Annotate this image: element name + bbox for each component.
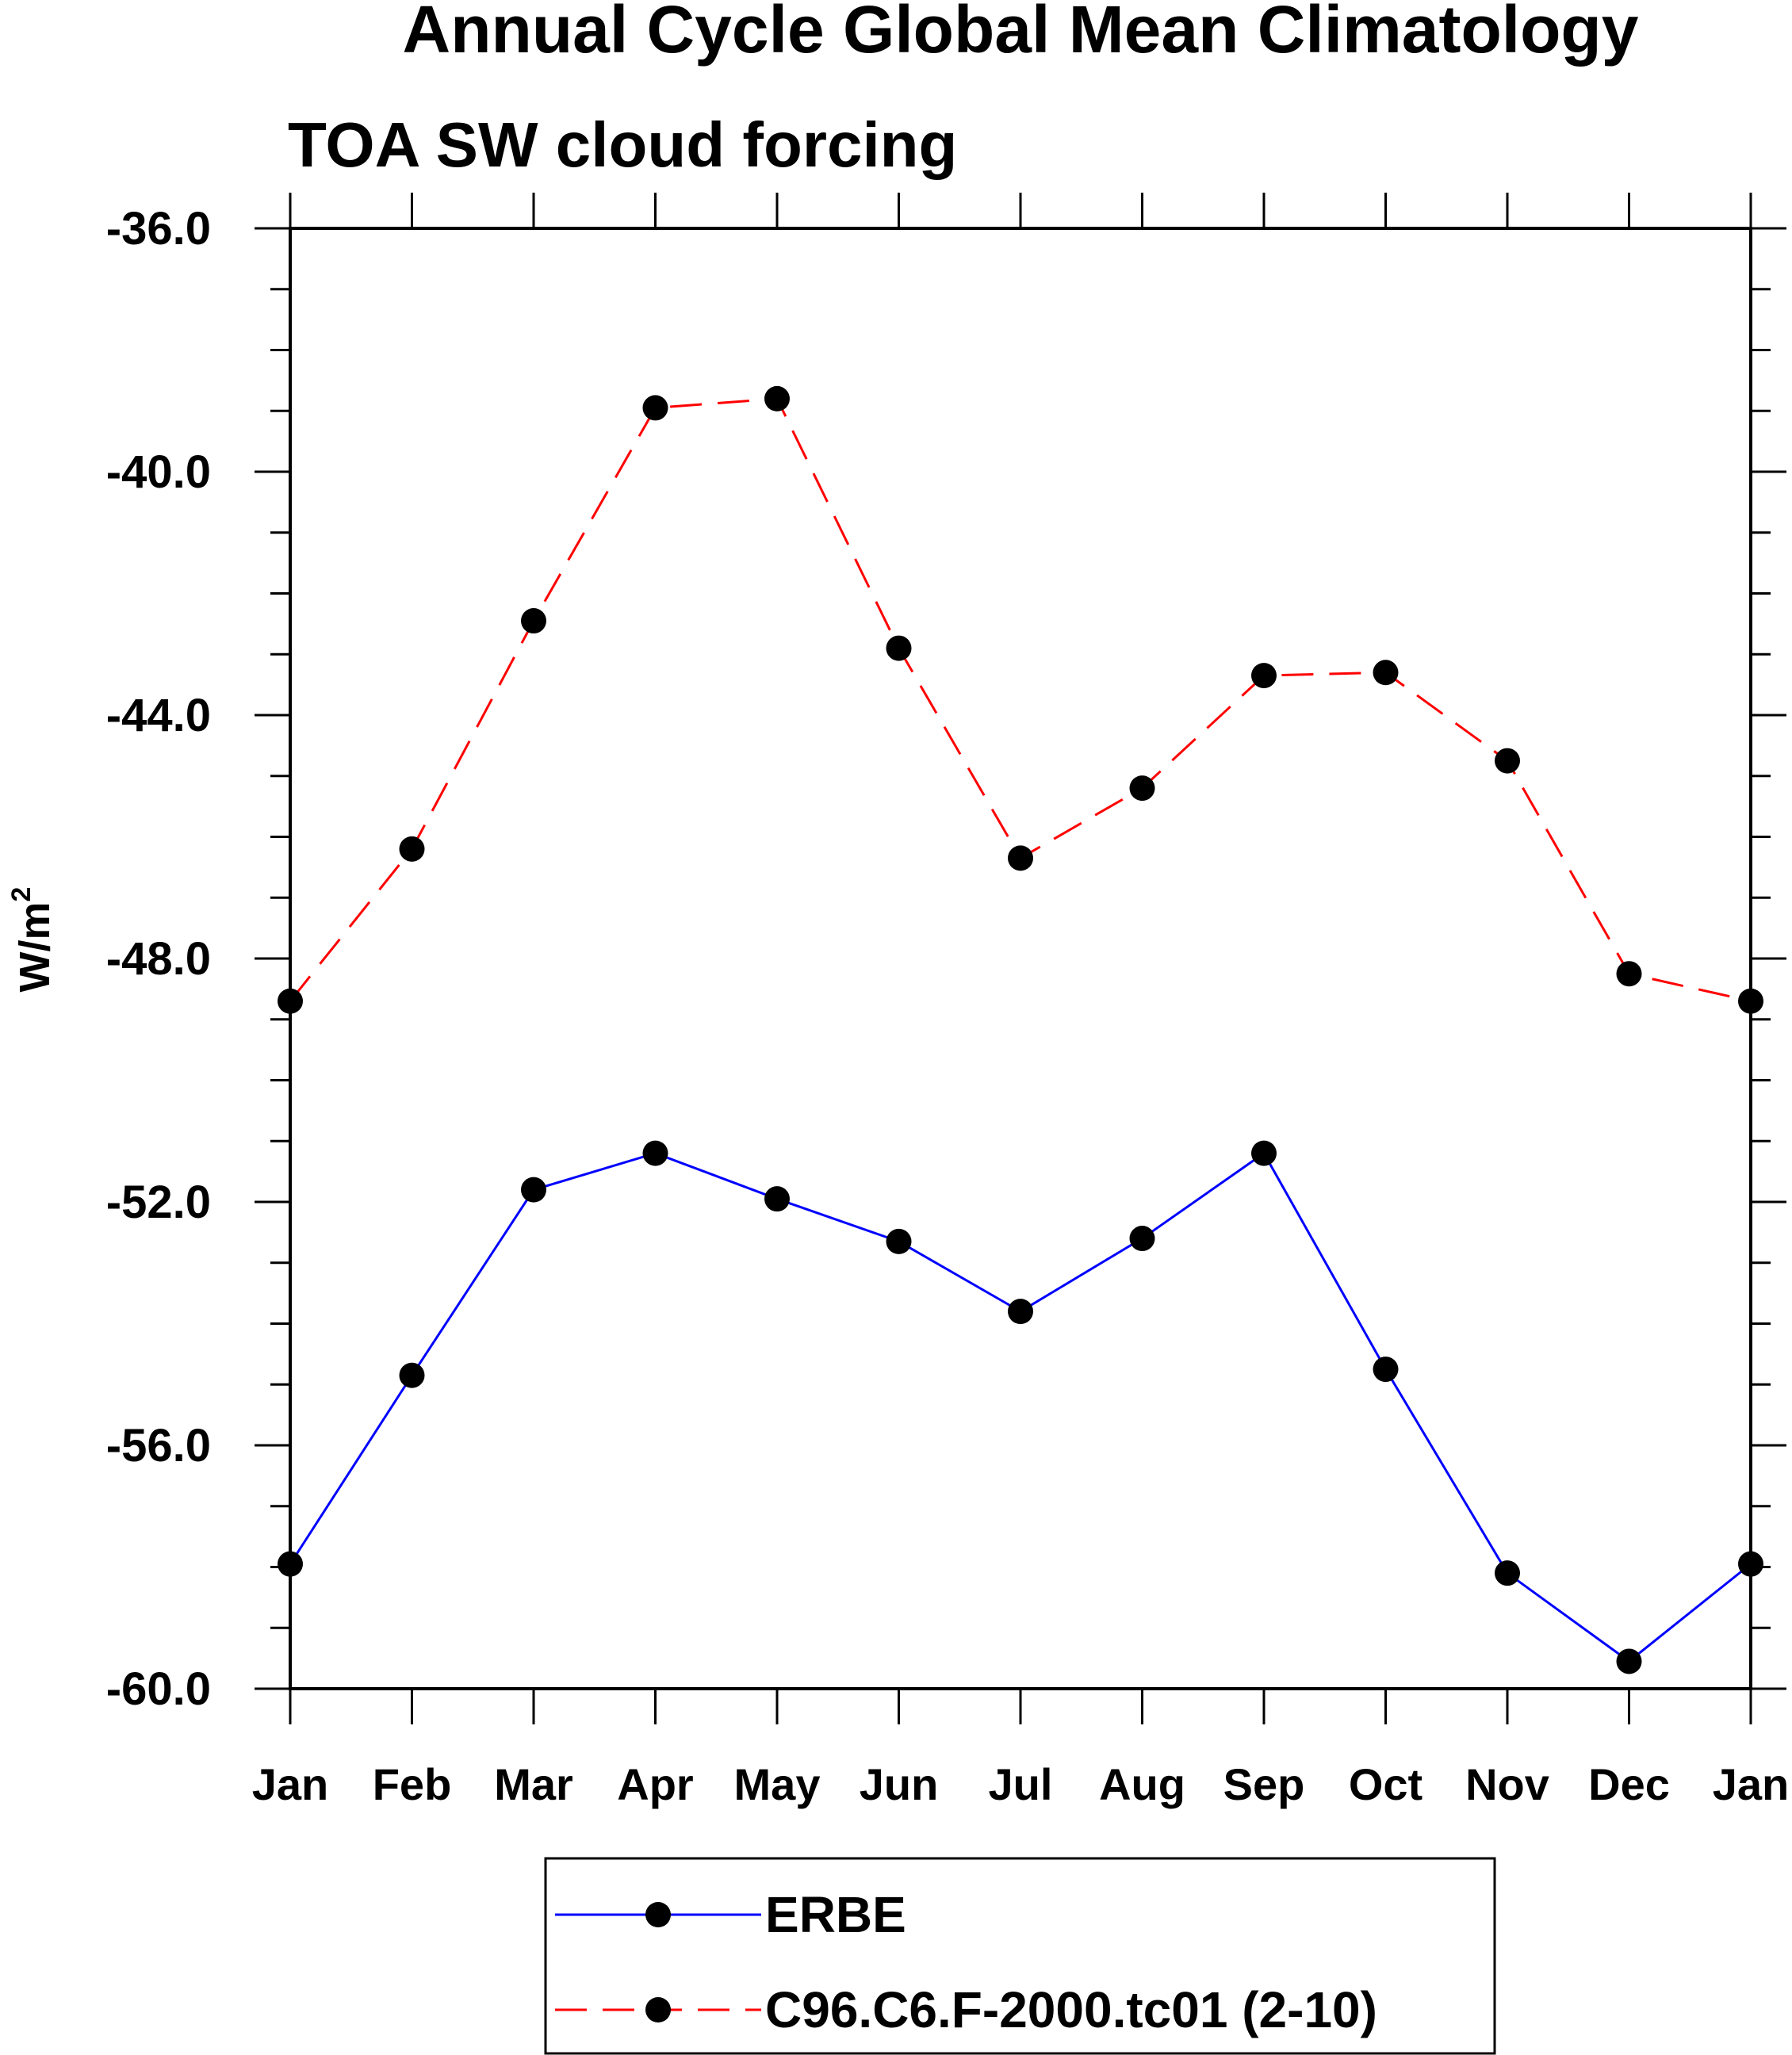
y-tick-label: -48.0 <box>106 933 211 985</box>
axis-ticks <box>255 193 1786 1724</box>
data-point <box>1616 961 1642 987</box>
data-point <box>764 385 790 411</box>
series-layer <box>278 385 1763 1674</box>
data-point <box>886 635 912 661</box>
data-point <box>399 1362 425 1388</box>
y-tick-label: -36.0 <box>106 203 211 254</box>
plot-frame <box>289 227 1752 1690</box>
x-tick-label: May <box>734 1759 821 1809</box>
legend-marker <box>645 1902 671 1927</box>
y-axis-label-text: W/m <box>11 901 59 992</box>
x-tick-label: Jun <box>860 1759 939 1809</box>
y-tick-label: -40.0 <box>106 446 211 498</box>
legend-box <box>544 1857 1496 2055</box>
data-point <box>1129 775 1155 802</box>
y-tick-label: -60.0 <box>106 1663 211 1715</box>
x-tick-label: Sep <box>1223 1759 1305 1809</box>
y-axis-label-superscript: 2 <box>6 887 36 902</box>
data-point <box>1495 1560 1520 1586</box>
y-tick-labels: -36.0 -40.0 -44.0 -48.0 -52.0 -56.0 -60.0 <box>106 203 211 1715</box>
data-point <box>399 836 425 862</box>
data-point <box>1373 660 1399 686</box>
data-point <box>1495 748 1520 774</box>
series-line <box>289 1151 1752 1663</box>
legend-label: C96.C6.F-2000.tc01 (2-10) <box>765 1981 1377 2038</box>
data-point <box>1008 845 1033 871</box>
data-point <box>521 608 546 634</box>
x-tick-label: Mar <box>494 1759 573 1809</box>
data-point <box>1251 663 1277 689</box>
series-2 <box>278 385 1763 1014</box>
data-point <box>764 1186 790 1212</box>
legend-label: ERBE <box>765 1886 906 1943</box>
legend-items: ERBE C96.C6.F-2000.tc01 (2-10) <box>555 1886 1377 2038</box>
series-line <box>289 397 1752 1003</box>
y-tick-label: -56.0 <box>106 1420 211 1471</box>
data-point <box>521 1177 546 1203</box>
data-point <box>642 395 668 421</box>
data-point <box>1251 1140 1277 1166</box>
legend-marker <box>645 1997 671 2022</box>
x-tick-label: Jul <box>989 1759 1053 1809</box>
x-tick-label: Apr <box>617 1759 693 1809</box>
data-point <box>886 1228 912 1254</box>
chart-subtitle: TOA SW cloud forcing <box>288 109 957 180</box>
legend: ERBE C96.C6.F-2000.tc01 (2-10) <box>544 1857 1496 2055</box>
data-point <box>1373 1357 1399 1383</box>
y-tick-label: -52.0 <box>106 1177 211 1228</box>
data-point <box>1129 1226 1155 1252</box>
data-point <box>1008 1299 1033 1325</box>
x-tick-label: Feb <box>373 1759 452 1809</box>
chart-title: Annual Cycle Global Mean Climatology <box>403 0 1639 67</box>
series-1 <box>278 1140 1763 1674</box>
x-tick-label: Dec <box>1588 1759 1670 1809</box>
x-tick-label: Jan <box>1713 1759 1790 1809</box>
x-tick-label: Oct <box>1349 1759 1422 1809</box>
y-axis-label: W/m2 <box>6 887 59 993</box>
x-tick-labels: Jan Feb Mar Apr May Jun Jul Aug Sep Oct Nov Dec Jan <box>252 1759 1790 1809</box>
data-point <box>642 1140 668 1166</box>
y-tick-label: -44.0 <box>106 690 211 741</box>
data-point <box>1616 1648 1642 1674</box>
x-tick-label: Aug <box>1099 1759 1185 1809</box>
x-tick-label: Jan <box>252 1759 329 1809</box>
x-tick-label: Nov <box>1465 1759 1549 1809</box>
